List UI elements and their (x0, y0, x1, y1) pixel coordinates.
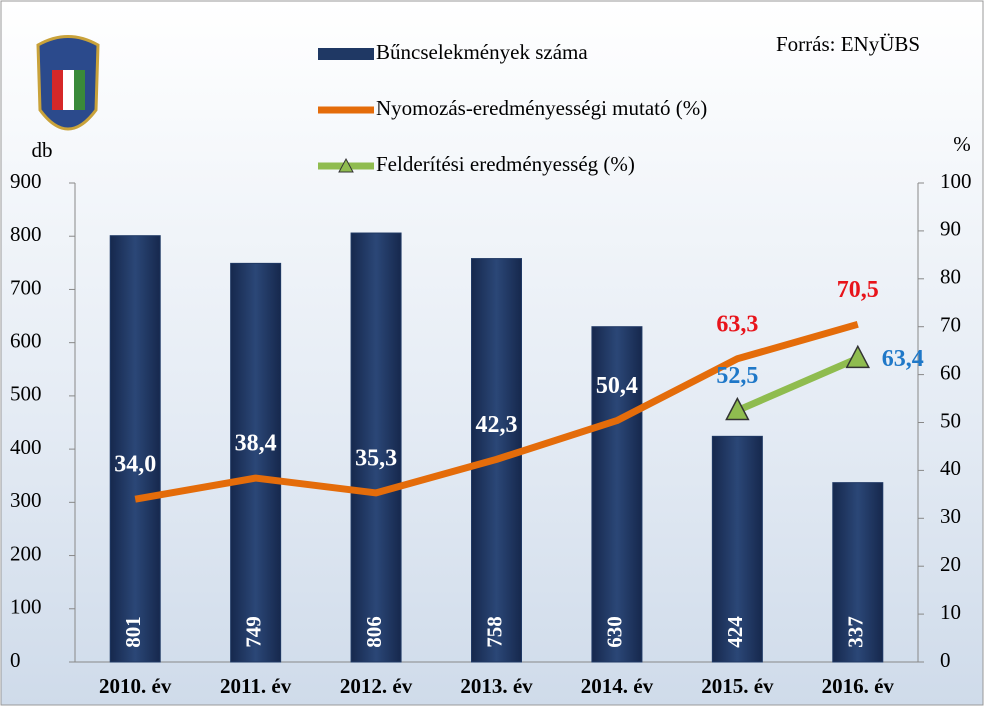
x-tick-label: 2011. év (220, 674, 292, 698)
y-tick-label: 300 (10, 488, 42, 512)
value-label: 63,4 (882, 346, 924, 372)
y2-tick-label: 50 (940, 408, 961, 432)
y2-tick-label: 20 (940, 552, 961, 576)
y2-tick-label: 100 (940, 169, 972, 193)
bar-label: 801 (121, 616, 145, 648)
y2-tick-label: 0 (940, 648, 951, 672)
bar-label: 749 (241, 616, 265, 648)
y2-tick-label: 40 (940, 456, 961, 480)
value-label: 50,4 (596, 373, 638, 399)
y2-tick-label: 70 (940, 313, 961, 337)
y-axis-label: db (32, 138, 53, 162)
y-tick-label: 700 (10, 275, 42, 299)
value-label: 70,5 (837, 277, 879, 303)
bar-label: 337 (844, 616, 868, 648)
value-label: 35,3 (355, 445, 397, 471)
x-tick-label: 2013. év (460, 674, 533, 698)
y-tick-label: 0 (10, 648, 21, 672)
y-tick-label: 500 (10, 382, 42, 406)
logo (38, 37, 98, 130)
x-tick-label: 2014. év (581, 674, 654, 698)
value-label: 42,3 (476, 412, 518, 438)
y-tick-label: 600 (10, 328, 42, 352)
value-label: 38,4 (235, 431, 277, 457)
x-tick-label: 2010. év (99, 674, 172, 698)
bar (231, 263, 281, 662)
x-tick-label: 2016. év (822, 674, 895, 698)
chart: Forrás: ENyÜBS db % 01002003004005006007… (0, 0, 984, 706)
y-tick-label: 100 (10, 595, 42, 619)
y2-tick-label: 80 (940, 265, 961, 289)
x-tick-label: 2012. év (340, 674, 413, 698)
value-label: 34,0 (114, 452, 156, 478)
y-tick-label: 400 (10, 435, 42, 459)
y2-tick-label: 90 (940, 217, 961, 241)
y2-axis-label: % (953, 132, 971, 156)
value-label: 63,3 (716, 311, 758, 337)
bar-label: 630 (603, 616, 627, 648)
legend-label: Felderítési eredményesség (%) (376, 152, 635, 176)
legend-swatch (318, 48, 374, 60)
y2-tick-label: 10 (940, 600, 961, 624)
legend-label: Nyomozás-eredményességi mutató (%) (376, 96, 707, 120)
bar-label: 424 (723, 616, 747, 648)
source: Forrás: ENyÜBS (776, 32, 920, 56)
y-tick-label: 800 (10, 222, 42, 246)
value-label: 52,5 (716, 363, 758, 389)
bar-label: 806 (362, 616, 386, 648)
legend-label: Bűncselekmények száma (376, 40, 588, 64)
x-tick-label: 2015. év (701, 674, 774, 698)
bar-label: 758 (482, 616, 506, 648)
y2-tick-label: 60 (940, 360, 961, 384)
y-tick-label: 200 (10, 541, 42, 565)
bar (110, 236, 160, 662)
y2-tick-label: 30 (940, 504, 961, 528)
y-tick-label: 900 (10, 169, 42, 193)
